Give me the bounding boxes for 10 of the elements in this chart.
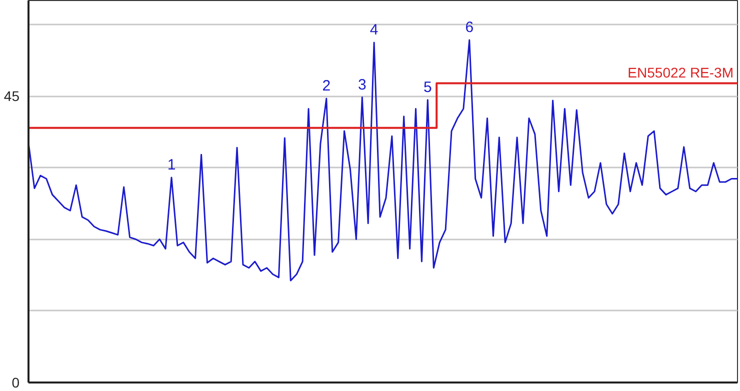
- annotation: 1: [167, 156, 176, 174]
- y-tick-label: 45: [4, 88, 20, 104]
- annotation: 2: [322, 78, 331, 95]
- series-label: EN55022 RE-3M: [628, 64, 734, 80]
- annotation: 6: [465, 18, 474, 36]
- y-tick-label: 0: [12, 374, 20, 390]
- annotation: 5: [424, 78, 432, 96]
- annotation: 4: [370, 22, 378, 39]
- line-series: [28, 39, 738, 282]
- annotation: 3: [358, 76, 366, 94]
